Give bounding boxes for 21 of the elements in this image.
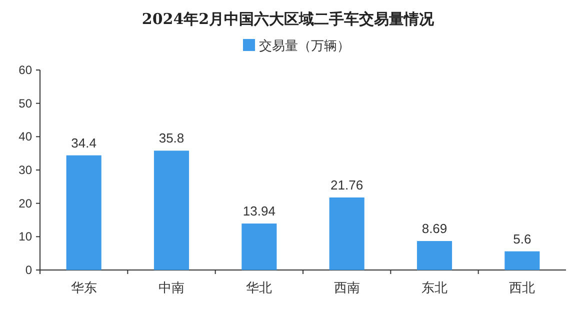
x-tick-label: 西北 [509,280,536,295]
x-tick-label: 西南 [334,280,360,295]
data-label: 35.8 [158,130,184,146]
x-tick-label: 华东 [70,280,97,295]
data-label: 21.76 [330,177,364,192]
data-label: 8.69 [422,221,448,236]
y-tick-label: 10 [18,230,32,244]
x-tick-label: 中南 [158,280,184,295]
data-label: 34.4 [71,135,96,150]
chart-title: 2024年2月中国六大区域二手车交易量情况 [142,10,436,28]
y-tick-label: 20 [18,196,32,210]
x-tick-label: 东北 [422,280,448,295]
data-label: 5.6 [513,231,532,246]
y-tick-label: 50 [18,96,32,110]
y-tick-label: 30 [18,163,32,177]
y-tick-label: 60 [18,63,32,77]
y-tick-label: 0 [25,263,32,277]
legend-label: 交易量（万辆） [259,38,350,53]
x-tick-label: 华北 [246,280,272,295]
data-label: 13.94 [242,204,276,219]
y-tick-label: 40 [18,130,32,144]
